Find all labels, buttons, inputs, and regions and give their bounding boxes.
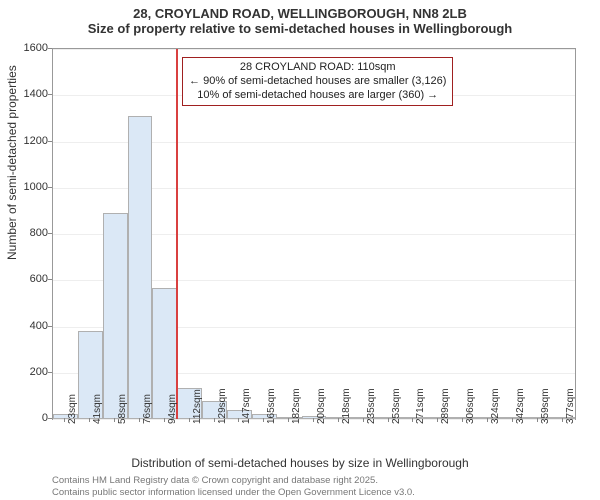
y-tick-mark [48,372,52,373]
x-tick-mark [64,418,65,422]
chart-title-line1: 28, CROYLAND ROAD, WELLINGBOROUGH, NN8 2… [0,6,600,21]
x-tick-label: 218sqm [341,388,352,424]
x-tick-label: 147sqm [241,388,252,424]
y-tick-mark [48,94,52,95]
y-tick-label: 1000 [4,181,48,193]
x-tick-label: 94sqm [167,394,178,424]
x-axis-label: Distribution of semi-detached houses by … [0,456,600,470]
x-tick-mark [288,418,289,422]
title-block: 28, CROYLAND ROAD, WELLINGBOROUGH, NN8 2… [0,0,600,36]
x-tick-label: 306sqm [465,388,476,424]
y-tick-mark [48,141,52,142]
x-tick-label: 253sqm [391,388,402,424]
y-tick-label: 0 [4,412,48,424]
x-tick-mark [512,418,513,422]
y-tick-label: 200 [4,366,48,378]
x-tick-label: 235sqm [366,388,377,424]
reference-line [176,49,178,419]
x-tick-mark [313,418,314,422]
y-tick-label: 1400 [4,88,48,100]
plot-area: 28 CROYLAND ROAD: 110sqm← 90% of semi-de… [52,48,576,420]
annotation-line3: 10% of semi-detached houses are larger (… [189,89,446,103]
x-tick-label: 271sqm [415,388,426,424]
y-tick-mark [48,48,52,49]
x-tick-mark [363,418,364,422]
x-tick-label: 129sqm [217,388,228,424]
x-tick-label: 165sqm [266,388,277,424]
footer-line2: Contains public sector information licen… [52,487,415,498]
annotation-line2: ← 90% of semi-detached houses are smalle… [189,75,446,89]
y-tick-label: 800 [4,227,48,239]
x-tick-label: 324sqm [490,388,501,424]
x-tick-label: 377sqm [565,388,576,424]
x-tick-mark [114,418,115,422]
y-tick-label: 1200 [4,135,48,147]
footer-text: Contains HM Land Registry data © Crown c… [52,475,415,498]
x-tick-mark [412,418,413,422]
x-tick-label: 58sqm [117,394,128,424]
footer-line1: Contains HM Land Registry data © Crown c… [52,475,415,486]
x-tick-mark [487,418,488,422]
x-tick-label: 289sqm [440,388,451,424]
x-tick-mark [537,418,538,422]
y-tick-mark [48,187,52,188]
y-tick-mark [48,418,52,419]
annotation-box: 28 CROYLAND ROAD: 110sqm← 90% of semi-de… [182,57,453,106]
x-tick-label: 76sqm [142,394,153,424]
x-tick-label: 359sqm [540,388,551,424]
x-tick-mark [139,418,140,422]
x-tick-mark [388,418,389,422]
x-tick-mark [338,418,339,422]
x-tick-mark [437,418,438,422]
x-tick-label: 182sqm [291,388,302,424]
x-tick-label: 23sqm [67,394,78,424]
x-tick-mark [263,418,264,422]
x-tick-mark [562,418,563,422]
histogram-bar [128,116,153,419]
chart-container: 28, CROYLAND ROAD, WELLINGBOROUGH, NN8 2… [0,0,600,500]
y-tick-mark [48,326,52,327]
x-tick-mark [164,418,165,422]
y-tick-mark [48,279,52,280]
annotation-line1: 28 CROYLAND ROAD: 110sqm [189,61,446,75]
y-tick-mark [48,233,52,234]
x-tick-label: 112sqm [192,389,203,424]
histogram-bar [103,213,128,419]
chart-title-line2: Size of property relative to semi-detach… [0,21,600,36]
y-tick-label: 400 [4,320,48,332]
x-tick-mark [214,418,215,422]
x-tick-mark [462,418,463,422]
x-tick-label: 200sqm [316,388,327,424]
x-tick-mark [89,418,90,422]
gridline [53,49,575,50]
x-tick-mark [238,418,239,422]
y-tick-label: 600 [4,273,48,285]
y-tick-label: 1600 [4,42,48,54]
x-tick-label: 342sqm [515,388,526,424]
x-tick-label: 41sqm [92,394,103,424]
x-tick-mark [189,418,190,422]
